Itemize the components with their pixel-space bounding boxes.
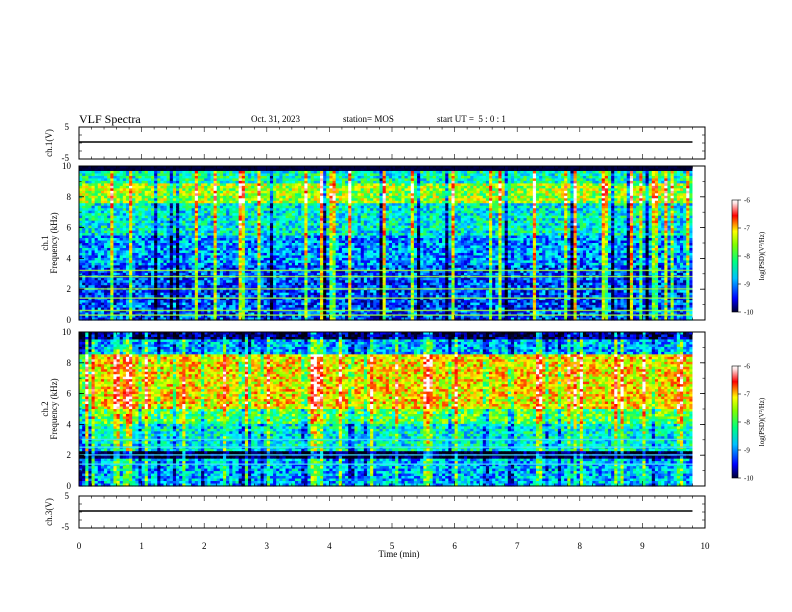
spectrogram-ytick-label: 4 [67,419,72,429]
colorbar-tick-label: -6 [744,197,750,205]
colorbar-tick-label: -7 [744,391,750,399]
date-label: Oct. 31, 2023 [251,114,300,124]
colorbar-tick-label: -9 [744,281,750,289]
x-tick-label: 1 [139,541,144,551]
ch1-colorbar: -6 -7 -8 -9 -10 log(PSD)(V²/Hz) [731,197,766,317]
ch3-waveform-ytick-top: 5 [65,491,70,501]
x-axis-label: Time (min) [379,549,420,559]
ch2-spectrogram-image [79,332,705,487]
spectrogram-ytick-label: 8 [67,358,72,368]
ch1-spectrogram-ylabel: Frequency (kHz) [49,212,59,273]
station-label: station= MOS [343,114,394,124]
ch1-waveform-ylabel: ch.1(V) [44,129,54,157]
spectrogram-ytick-label: 0 [67,481,72,491]
chart-title: VLF Spectra [79,112,141,127]
ch1-waveform-ytick-top: 5 [65,122,70,132]
colorbar-tick-label: -8 [744,253,750,261]
colorbar-tick-label: -8 [744,419,750,427]
spectrogram-ytick-label: 10 [62,327,72,337]
ch3-waveform-panel: 5 -5 ch.3(V) 0 1 2 3 4 5 6 7 8 9 10 Time (min) [44,491,710,559]
start-ut-label: start UT = 5 : 0 : 1 [437,114,506,124]
ch2-colorbar-label: log(PSD)(V²/Hz) [758,397,766,446]
colorbar-tick-label: -10 [744,475,754,483]
ch3-waveform-ylabel: ch.3(V) [44,498,54,526]
x-tick-label: 6 [452,541,457,551]
ch1-colorbar-gradient [731,199,739,313]
ch2-spectrogram-panel: 0 2 4 6 8 10 ch.2 Frequency (kHz) [40,327,706,491]
spectrogram-ytick-label: 8 [67,192,72,202]
x-tick-label: 8 [578,541,583,551]
x-tick-label: 9 [640,541,645,551]
spectrogram-ytick-label: 2 [67,450,72,460]
x-tick-label: 3 [265,541,270,551]
ch2-colorbar-gradient [731,365,739,479]
ch1-spectrogram-channel-label: ch.1 [40,235,50,250]
x-tick-label: 4 [327,541,332,551]
x-tick-label: 5 [390,541,395,551]
spectrogram-ytick-label: 0 [67,315,72,325]
spectrogram-ytick-label: 6 [67,223,72,233]
x-tick-label: 0 [77,541,82,551]
colorbar-tick-label: -7 [744,225,750,233]
ch1-waveform-panel: 5 -5 ch.1(V) [44,122,706,163]
ch1-spectrogram-panel: 0 2 4 6 8 10 ch.1 Frequency (kHz) [40,161,706,325]
spectrogram-ytick-label: 10 [62,161,72,171]
x-tick-label: 2 [202,541,207,551]
spectrogram-ytick-label: 4 [67,253,72,263]
ch2-colorbar: -6 -7 -8 -9 -10 log(PSD)(V²/Hz) [731,363,766,483]
ch2-spectrogram-channel-label: ch.2 [40,401,50,416]
ch3-waveform-ytick-bottom: -5 [62,522,70,532]
colorbar-tick-label: -10 [744,309,754,317]
ch2-spectrogram-ylabel: Frequency (kHz) [49,378,59,439]
spectrogram-ytick-label: 6 [67,389,72,399]
colorbar-tick-label: -9 [744,447,750,455]
ch1-waveform-ytick-bottom: -5 [62,153,70,163]
x-tick-label: 7 [515,541,520,551]
ch1-colorbar-label: log(PSD)(V²/Hz) [758,231,766,280]
x-tick-label: 10 [701,541,711,551]
colorbar-tick-label: -6 [744,363,750,371]
spectrogram-ytick-label: 2 [67,284,72,294]
ch1-spectrogram-image [79,166,705,321]
